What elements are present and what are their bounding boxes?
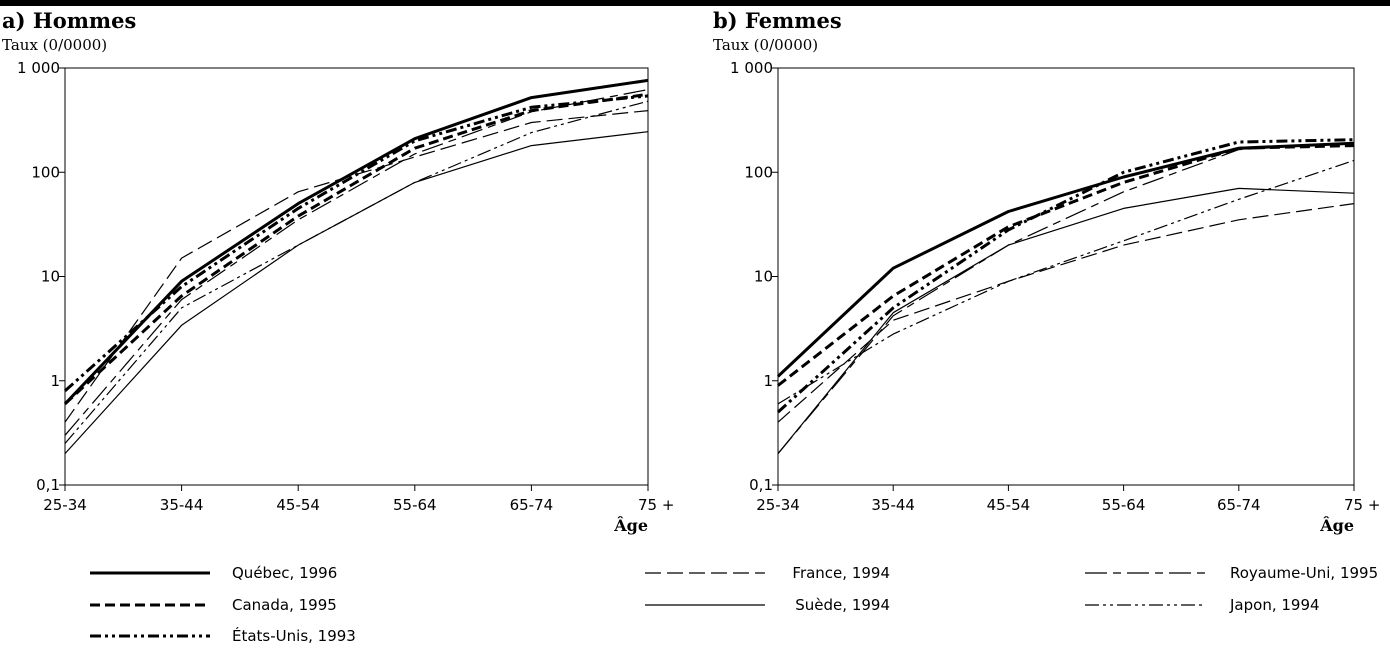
x-tick-label: 45-54: [276, 496, 320, 514]
legend-label: Suède, 1994: [795, 596, 890, 614]
series-line-japon-1994: [64, 100, 649, 444]
series-line-france-1994: [64, 110, 649, 423]
x-tick-label: 75 +: [1344, 496, 1380, 514]
legend-item: États-Unis, 1993: [90, 626, 356, 645]
x-tick-label: 45-54: [987, 496, 1031, 514]
legend-label: Royaume-Uni, 1995: [1230, 564, 1378, 582]
panel-b-plot: 0,1 1 10 100 1 000 25-34 35-44 45-54 55-64 65-74 7…: [730, 59, 1380, 535]
legend-label: Québec, 1996: [232, 564, 337, 582]
series-line-quebec-1996: [776, 141, 1355, 378]
legend-item: France, 1994: [645, 564, 890, 582]
panel-a-plot: 0,1 1 10 100 1 000 25-34 35-44 45-54 55-64 65-74 7…: [17, 59, 674, 535]
x-tick-label: 25-34: [756, 496, 800, 514]
legend-label: Canada, 1995: [232, 596, 337, 614]
x-tick-label: 35-44: [160, 496, 204, 514]
series-line-quebec-1996: [63, 78, 649, 405]
y-tick-label: 10: [41, 268, 60, 286]
legend-item: Québec, 1996: [90, 564, 337, 582]
y-tick-label: 0,1: [36, 476, 60, 494]
series-line-suede-1994: [777, 187, 1355, 454]
y-tick-label: 1 000: [730, 59, 773, 77]
x-axis-title: Âge: [613, 515, 648, 535]
x-tick-label: 25-34: [43, 496, 87, 514]
x-tick-label: 35-44: [871, 496, 915, 514]
x-tick-label: 75 +: [638, 496, 674, 514]
y-tick-label: 100: [31, 163, 60, 181]
top-rule: [0, 0, 1390, 6]
panel-b-title: b) Femmes: [713, 8, 842, 33]
legend-label: États-Unis, 1993: [232, 626, 356, 645]
series-line-royaume-uni-1995: [777, 142, 1355, 454]
series-line-canada-1995: [777, 144, 1355, 387]
x-tick-label: 65-74: [510, 496, 554, 514]
y-tick-label: 1 000: [17, 59, 60, 77]
y-tick-label: 10: [754, 268, 773, 286]
plot-frame: [777, 67, 1355, 486]
x-tick-label: 55-64: [393, 496, 437, 514]
series-line-etats-unis-1993: [776, 138, 1355, 414]
series-line-france-1994: [777, 203, 1355, 423]
x-axis-title: Âge: [1319, 515, 1354, 535]
legend-label: France, 1994: [792, 564, 890, 582]
legend-label: Japon, 1994: [1229, 596, 1320, 614]
legend-item: Royaume-Uni, 1995: [1085, 564, 1378, 582]
series-line-etats-unis-1993: [63, 94, 649, 393]
panel-b-y-axis-title: Taux (0/0000): [713, 36, 819, 54]
series-line-japon-1994: [777, 159, 1355, 405]
plot-frame: [64, 67, 649, 486]
panel-a-title: a) Hommes: [2, 8, 137, 33]
y-tick-label: 1: [763, 372, 773, 390]
legend-item: Canada, 1995: [90, 596, 337, 614]
y-tick-label: 0,1: [749, 476, 773, 494]
panel-a-y-axis-title: Taux (0/0000): [2, 36, 108, 54]
y-tick-label: 100: [744, 163, 773, 181]
legend-item: Suède, 1994: [645, 596, 890, 614]
series-line-suede-1994: [64, 131, 649, 455]
legend-item: Japon, 1994: [1085, 596, 1320, 614]
y-tick-label: 1: [50, 372, 60, 390]
legend: Québec, 1996 France, 1994 Royaume-Uni, 199…: [90, 564, 1378, 645]
x-tick-label: 55-64: [1102, 496, 1146, 514]
series-line-royaume-uni-1995: [64, 89, 649, 436]
x-tick-label: 65-74: [1217, 496, 1261, 514]
